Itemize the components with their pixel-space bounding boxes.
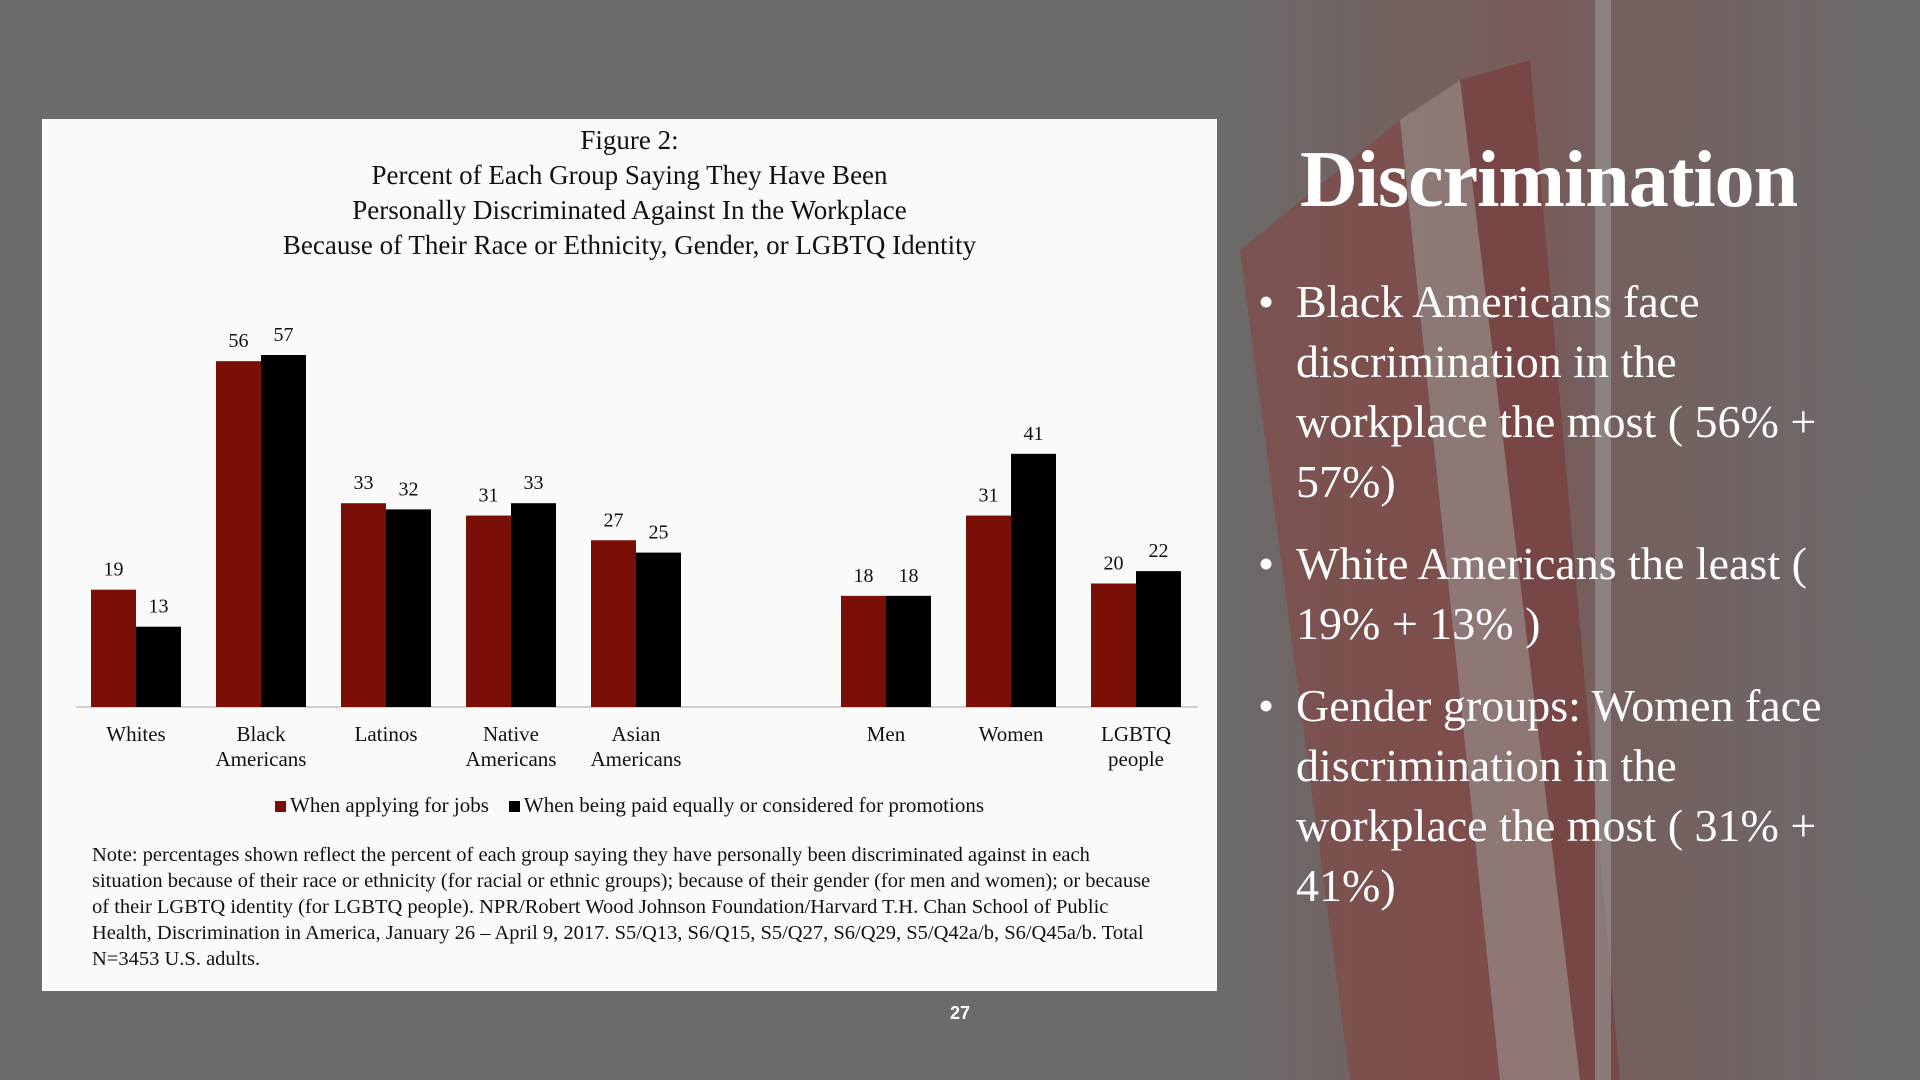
data-label: 41: [1024, 423, 1044, 445]
x-tick-label: LGBTQ people: [1101, 722, 1171, 771]
legend-label: When being paid equally or considered fo…: [523, 793, 984, 817]
data-label: 18: [899, 565, 919, 587]
slide-heading: Discrimination: [1300, 136, 1798, 224]
bar: [91, 589, 136, 707]
bar: [841, 595, 886, 707]
bar: [1011, 453, 1056, 707]
data-label: 13: [149, 596, 169, 618]
bar: [341, 503, 386, 707]
data-label: 18: [854, 565, 874, 587]
bar: [1091, 583, 1136, 707]
bullet-list: Black Americans face discrimination in t…: [1258, 272, 1878, 938]
bar: [591, 540, 636, 707]
bullet: White Americans the least ( 19% + 13% ): [1258, 534, 1878, 654]
chart-panel: 19 13 56 57 33 32 31 33 27 25 18 18 31 41 20 22 When ap…: [42, 119, 1217, 991]
bar: [636, 552, 681, 707]
bar: [966, 515, 1011, 707]
x-tick-label: Latinos: [354, 722, 418, 746]
chart-note: Note: percentages shown reflect the perc…: [92, 844, 1151, 970]
x-tick-label: Native Americans: [465, 722, 557, 771]
data-label: 33: [354, 472, 374, 494]
bar: [886, 595, 931, 707]
bar: [136, 626, 181, 707]
bullet: Black Americans face discrimination in t…: [1258, 272, 1878, 512]
bar: [511, 503, 556, 707]
bar: [216, 361, 261, 707]
page-number: 27: [949, 1003, 971, 1023]
legend-label: When applying for jobs: [290, 793, 489, 817]
data-label: 31: [979, 485, 999, 507]
bar: [261, 355, 306, 707]
bar: [1136, 571, 1181, 707]
chart-title: Percent of Each Group Saying They Have B…: [371, 160, 888, 190]
bullet: Gender groups: Women face discrimination…: [1258, 676, 1878, 916]
bar: [386, 509, 431, 707]
data-label: 22: [1149, 540, 1169, 562]
x-tick-label: Asian Americans: [590, 722, 682, 771]
data-label: 32: [399, 478, 419, 500]
legend-item: When applying for jobs: [275, 793, 489, 817]
chart-title: Personally Discriminated Against In the …: [352, 195, 907, 225]
x-tick-label: Whites: [106, 722, 166, 746]
data-label: 20: [1104, 552, 1124, 574]
chart-title: Because of Their Race or Ethnicity, Gend…: [282, 230, 977, 260]
data-label: 19: [104, 559, 124, 581]
chart-title: Figure 2:: [580, 125, 679, 155]
legend-item: When being paid equally or considered fo…: [508, 793, 984, 817]
legend-swatch: [275, 801, 286, 812]
data-label: 25: [649, 522, 669, 544]
chart: 19 13 56 57 33 32 31 33 27 25 18 18 31 41 20 22: [76, 324, 1198, 708]
data-label: 27: [604, 509, 624, 531]
data-label: 56: [229, 330, 249, 352]
bar: [466, 515, 511, 707]
data-label: 57: [274, 324, 294, 346]
data-label: 33: [524, 472, 544, 494]
x-tick-label: Men: [866, 722, 906, 746]
legend: When applying for jobs When being paid eq…: [42, 793, 1217, 818]
legend-swatch: [508, 801, 520, 812]
data-label: 31: [479, 485, 499, 507]
x-tick-label: Black Americans: [215, 722, 307, 771]
x-tick-label: Women: [978, 722, 1044, 746]
